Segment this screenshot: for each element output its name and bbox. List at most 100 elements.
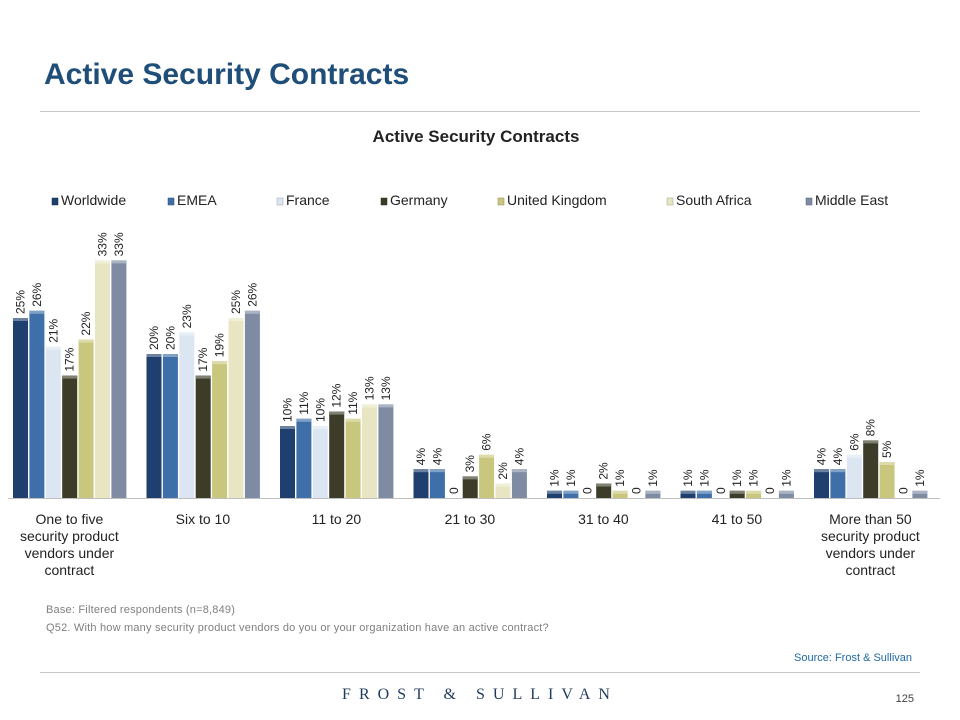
bar-highlight: [645, 490, 661, 494]
bar: [95, 260, 110, 498]
bar: [547, 490, 562, 498]
data-label: 5%: [880, 440, 894, 458]
bar-highlight: [280, 426, 295, 429]
bar-highlight: [195, 375, 211, 379]
header-divider: [40, 111, 920, 112]
bar-highlight: [511, 469, 527, 473]
data-label: 8%: [864, 419, 878, 437]
x-tick-label: 31 to 40: [578, 511, 629, 527]
legend-label: EMEA: [177, 192, 217, 208]
footer-divider: [40, 672, 920, 673]
data-label: 23%: [180, 304, 194, 328]
bar: [13, 318, 28, 498]
bar-highlight: [162, 354, 178, 357]
source-note: Source: Frost & Sullivan: [794, 652, 912, 664]
bar: [729, 490, 745, 498]
data-label: 17%: [196, 347, 210, 371]
bar: [62, 375, 78, 498]
bar-highlight: [429, 469, 445, 473]
bar: [329, 411, 345, 498]
bar: [746, 490, 762, 498]
bar-highlight: [362, 404, 377, 408]
bar: [462, 476, 478, 498]
bar: [362, 404, 377, 498]
data-label: 4%: [512, 448, 526, 466]
bar-highlight: [596, 483, 612, 487]
bar-highlight: [212, 361, 228, 365]
data-label: 10%: [313, 398, 327, 422]
bar: [680, 490, 696, 498]
data-label: 20%: [163, 326, 177, 350]
bar: [612, 490, 628, 498]
bar-highlight: [746, 490, 762, 494]
data-label: 2%: [496, 462, 510, 480]
bar: [45, 346, 61, 498]
data-label: 1%: [646, 469, 660, 487]
bar-highlight: [296, 418, 312, 422]
data-label: 0: [763, 487, 777, 494]
bar-highlight: [830, 469, 846, 473]
bar: [413, 469, 429, 498]
legend-label: Worldwide: [61, 192, 126, 208]
bar-highlight: [29, 310, 45, 314]
legend-label: France: [286, 192, 330, 208]
bar: [511, 469, 527, 498]
chart-legend: Worldwide EMEA France Germany United Kingdom…: [51, 192, 888, 208]
bar: [111, 260, 127, 498]
data-label: 3%: [463, 455, 477, 473]
legend-label: United Kingdom: [507, 192, 607, 208]
bar: [696, 490, 712, 498]
data-label: 12%: [330, 383, 344, 407]
bar-highlight: [547, 490, 562, 494]
bar: [378, 404, 394, 498]
data-label: 1%: [548, 469, 562, 487]
bar-highlight: [345, 418, 361, 422]
x-tick-label: More than 50 security product vendors unde…: [821, 511, 920, 578]
x-tick-label: 41 to 50: [712, 511, 763, 527]
bar-highlight: [95, 260, 110, 264]
bar-highlight: [696, 490, 712, 494]
data-label: 13%: [379, 376, 393, 400]
bar-highlight: [462, 476, 478, 480]
bar-highlight: [479, 454, 495, 458]
data-label: 10%: [281, 398, 295, 422]
bar: [429, 469, 445, 498]
bar-highlight: [13, 318, 28, 321]
bar: [29, 310, 45, 498]
data-label: 26%: [245, 282, 259, 306]
bar: [830, 469, 846, 498]
bar: [146, 354, 162, 498]
data-label: 0: [580, 487, 594, 494]
legend-swatch: [666, 197, 674, 206]
bar-highlight: [312, 426, 328, 429]
footnotes: Base: Filtered respondents (n=8,849) Q52…: [46, 604, 549, 640]
x-tick-label: 11 to 20: [312, 511, 362, 527]
base-note: Base: Filtered respondents (n=8,849): [46, 604, 236, 616]
data-label: 1%: [681, 469, 695, 487]
bar-highlight: [912, 490, 928, 494]
bar: [78, 339, 94, 498]
legend-label: Middle East: [815, 192, 888, 208]
bar: [879, 462, 895, 498]
bar: [814, 469, 829, 498]
bar-highlight: [814, 469, 829, 473]
bar-highlight: [879, 462, 895, 465]
bar: [312, 426, 328, 498]
data-label: 1%: [730, 469, 744, 487]
bar: [863, 440, 879, 498]
data-label: 0: [897, 487, 911, 494]
bar: [846, 454, 862, 498]
bar-highlight: [680, 490, 696, 494]
data-label: 6%: [480, 433, 494, 451]
frost-sullivan-logo: FROST & SULLIVAN: [342, 686, 618, 703]
bar-highlight: [612, 490, 628, 494]
data-label: 1%: [564, 469, 578, 487]
bar-highlight: [45, 346, 61, 350]
bar: [195, 375, 211, 498]
bar: [162, 354, 178, 498]
data-label: 11%: [297, 391, 311, 414]
data-label: 6%: [847, 433, 861, 451]
x-tick-label: Six to 10: [176, 511, 231, 527]
data-label: 33%: [112, 232, 126, 256]
bar: [296, 418, 312, 498]
